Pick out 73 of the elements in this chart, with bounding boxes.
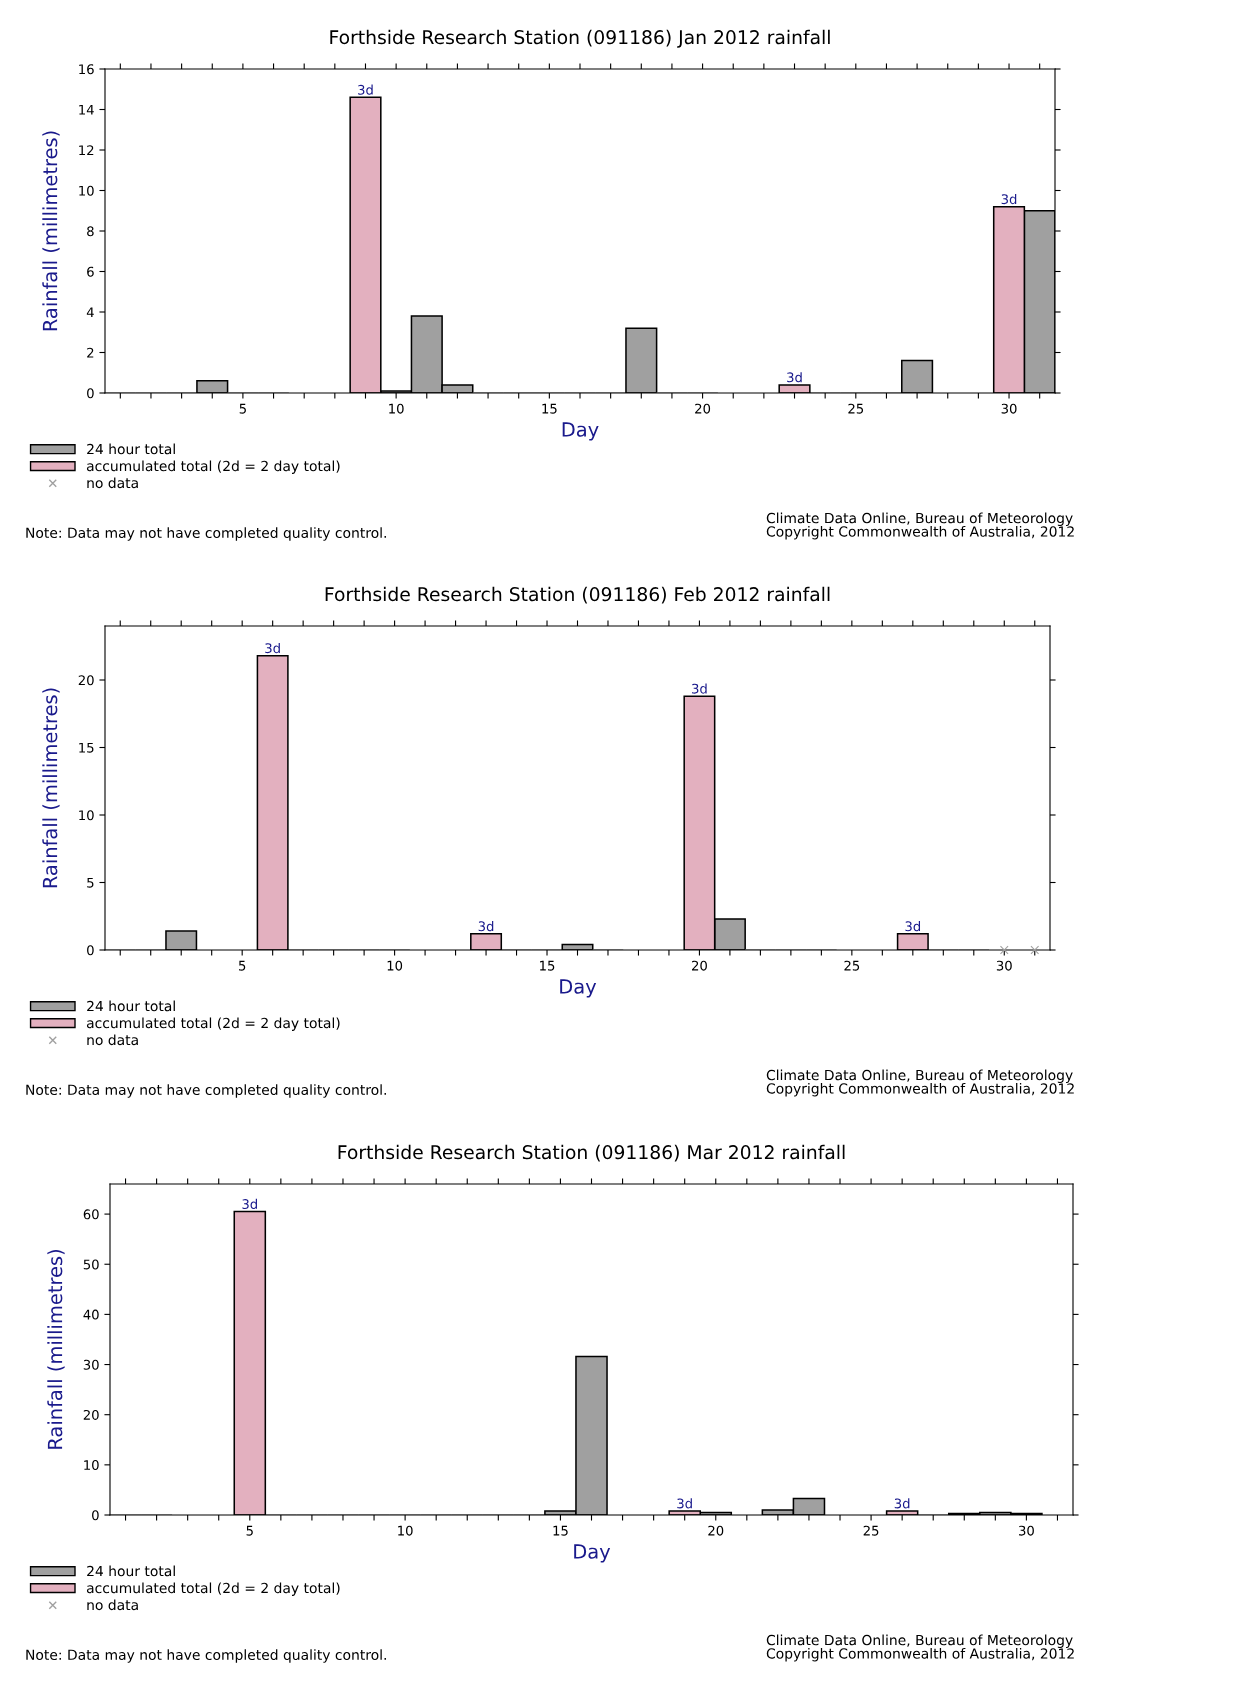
legend-label: no data (87, 477, 138, 489)
y-tick-label: 10 (79, 810, 94, 821)
x-tick-label: 5 (239, 403, 246, 414)
annotation: 3d (265, 642, 280, 654)
annotation: 3d (358, 84, 373, 95)
text: Note: Data may not have completed quality control. (26, 527, 386, 541)
text: Note: Data may not have completed quality control. (26, 1649, 386, 1663)
x-tick-label: 10 (389, 403, 404, 414)
y-tick-label: 0 (87, 945, 94, 956)
x-tick-label: 15 (542, 403, 557, 414)
x-axis-title: Day (562, 422, 599, 441)
legend-label: 24 hour total (87, 1000, 175, 1012)
legend-label: 24 hour total (87, 1565, 175, 1577)
legend-label: accumulated total (2d = 2 day total) (86, 1582, 340, 1596)
text: Climate Data Online, Bureau of Meteorology Copyright Commonwealth of Australia, 2012 (766, 1634, 1074, 1662)
y-tick-label: 10 (79, 185, 94, 196)
annotation: 3d (905, 921, 921, 932)
x-tick-label: 20 (708, 1525, 724, 1536)
y-tick-label: 0 (87, 388, 94, 399)
x-tick-label: 5 (239, 960, 246, 971)
x-tick-label: 25 (863, 1525, 879, 1536)
x-tick-label: 5 (246, 1525, 253, 1536)
x-tick-label: 30 (1001, 403, 1017, 414)
legend-label: accumulated total (2d = 2 day total) (86, 1017, 340, 1031)
x-tick-label: 25 (848, 403, 864, 414)
y-tick-label: 10 (84, 1460, 99, 1471)
chart-title: Forthside Research Station (091186) Mar 2012 rainfall (338, 1144, 845, 1162)
legend-label: no data (87, 1034, 138, 1046)
y-tick-label: 8 (87, 226, 94, 237)
annotation: 3d (478, 921, 494, 932)
x-tick-label: 30 (1019, 1525, 1034, 1536)
y-tick-label: 0 (92, 1510, 99, 1521)
annotation: 3d (692, 683, 707, 694)
y-tick-label: 2 (87, 347, 94, 358)
chart-title: Forthside Research Station (091186) Jan 2012 rainfall (330, 29, 830, 48)
chart-title: Forthside Research Station (091186) Feb 2012 rainfall (325, 586, 830, 604)
annotation: 3d (677, 1498, 692, 1509)
y-axis-title: Rainfall (millimetres) (47, 1249, 65, 1449)
legend-label: 24 hour total (87, 443, 175, 455)
x-axis-title: Day (574, 1544, 611, 1563)
x-tick-label: 10 (387, 960, 403, 971)
legend-label: accumulated total (2d = 2 day total) (86, 460, 340, 474)
y-tick-label: 14 (79, 104, 94, 115)
x-tick-label: 15 (553, 1525, 568, 1536)
x-axis-title: Day (560, 979, 597, 998)
y-tick-label: 15 (79, 742, 94, 753)
y-tick-label: 6 (87, 266, 94, 277)
x-tick-label: 10 (398, 1525, 413, 1536)
y-tick-label: 20 (78, 675, 94, 686)
y-tick-label: 50 (83, 1259, 99, 1270)
text: Climate Data Online, Bureau of Meteorology Copyright Commonwealth of Australia, 2012 (766, 1069, 1074, 1097)
x-tick-label: 20 (692, 960, 707, 971)
y-tick-label: 60 (83, 1209, 99, 1220)
x-tick-label: 30 (996, 960, 1012, 971)
text: Climate Data Online, Bureau of Meteorology Copyright Commonwealth of Australia, 2012 (766, 512, 1074, 540)
y-tick-label: 4 (86, 307, 94, 318)
annotation: 3d (242, 1198, 257, 1210)
y-tick-label: 5 (87, 877, 94, 888)
legend-label: no data (87, 1599, 138, 1611)
y-tick-label: 40 (83, 1309, 99, 1320)
x-tick-label: 15 (540, 960, 555, 971)
y-tick-label: 30 (83, 1359, 99, 1370)
y-axis-title: Rainfall (millimetres) (42, 688, 60, 888)
annotation: 3d (787, 372, 802, 383)
annotation: 3d (894, 1498, 910, 1509)
y-tick-label: 16 (79, 64, 94, 75)
y-axis-title: Rainfall (millimetres) (42, 131, 60, 331)
y-tick-label: 12 (79, 145, 94, 156)
text: Note: Data may not have completed quality control. (26, 1084, 386, 1098)
x-tick-label: 20 (695, 403, 711, 414)
x-tick-label: 25 (844, 960, 860, 971)
y-tick-label: 20 (83, 1409, 99, 1420)
annotation: 3d (1001, 193, 1017, 205)
